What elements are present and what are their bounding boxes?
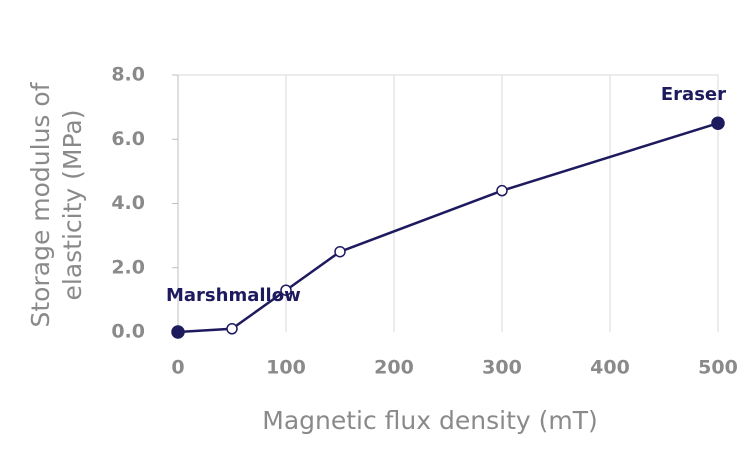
y-tick-label: 0.0 (111, 321, 145, 343)
y-tick-label: 6.0 (111, 128, 145, 150)
data-point (280, 284, 292, 296)
x-tick-label: 0 (171, 357, 184, 379)
y-axis-title: elasticity (MPa) (58, 109, 87, 300)
data-point (711, 116, 725, 130)
x-tick-label: 400 (590, 357, 630, 379)
data-point (496, 184, 508, 197)
data-point (334, 245, 346, 258)
annotation: Marshmallow (166, 285, 301, 306)
x-tick-label: 100 (266, 357, 306, 379)
y-axis-title: Storage modulus of (26, 81, 55, 327)
y-tick-label: 4.0 (111, 192, 145, 214)
data-point (226, 323, 238, 335)
series-line (177, 121, 719, 334)
y-tick-label: 8.0 (111, 64, 145, 86)
x-tick-label: 200 (374, 357, 414, 379)
x-tick-label: 500 (698, 357, 738, 379)
x-axis-title: Magnetic flux density (mT) (262, 406, 598, 435)
y-tick-label: 2.0 (111, 256, 145, 278)
annotation: Eraser (661, 84, 726, 105)
x-tick-label: 300 (482, 357, 522, 379)
data-point (171, 325, 185, 339)
